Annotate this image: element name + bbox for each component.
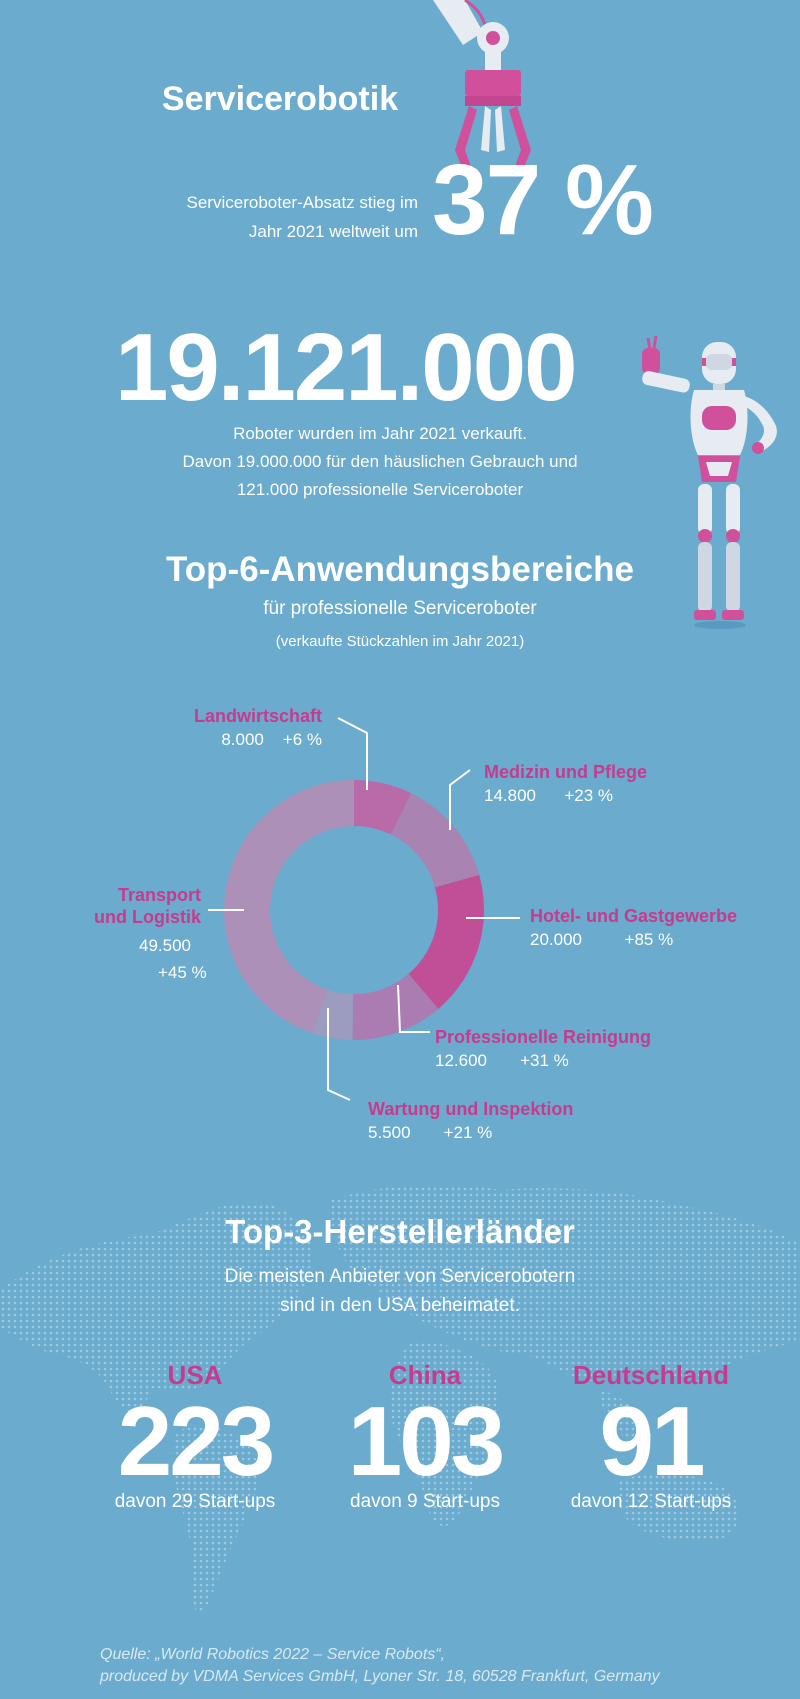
leader-line-wartung — [327, 1008, 351, 1101]
section-subtitle-top3: Die meisten Anbieter von Servicerobotern… — [100, 1262, 700, 1320]
segment-growth: +23 % — [564, 786, 614, 805]
donut-segment-professionelle-reinigung — [352, 973, 439, 1040]
section-title-top6: Top-6-Anwendungsbereiche — [166, 550, 634, 589]
growth-description: Serviceroboter-Absatz stieg im Jahr 2021… — [100, 188, 418, 246]
section-subtitle-top6: für professionelle Serviceroboter — [263, 598, 537, 619]
country-startups: davon 9 Start-ups — [350, 1491, 500, 1512]
segment-label-hotel: Hotel- und Gastgewerbe 20.000 +85 % — [530, 905, 780, 953]
sales-text-line: 121.000 professionelle Serviceroboter — [236, 480, 524, 499]
country-deutschland: Deutschland 91 davon 12 Start-ups — [536, 1360, 766, 1513]
donut-segment-landwirtschaft — [354, 780, 412, 835]
segment-name: Hotel- und Gastgewerbe — [530, 906, 738, 926]
segment-name: Professionelle Reinigung — [435, 1027, 652, 1047]
segment-label-landwirtschaft: Landwirtschaft 8.000 +6 % — [130, 705, 322, 753]
country-startups: davon 29 Start-ups — [114, 1491, 276, 1512]
leader-line-medizin — [449, 769, 471, 830]
source-line: Quelle: „World Robotics 2022 – Service R… — [100, 1646, 446, 1663]
section-note-top6: (verkaufte Stückzahlen im Jahr 2021) — [275, 633, 525, 650]
country-count: 223 — [117, 1386, 276, 1496]
growth-text-line: Jahr 2021 weltweit um — [248, 222, 418, 241]
country-name: Deutschland — [572, 1360, 730, 1390]
country-startups: davon 12 Start-ups — [570, 1491, 732, 1512]
sales-text-line: Davon 19.000.000 für den häuslichen Gebr… — [182, 452, 578, 471]
segment-value: 8.000 — [221, 730, 264, 749]
segment-growth: +31 % — [520, 1051, 569, 1070]
humanoid-robot-icon — [642, 335, 777, 629]
source-note: Quelle: „World Robotics 2022 – Service R… — [100, 1644, 740, 1688]
source-line: produced by VDMA Services GmbH, Lyoner S… — [100, 1668, 660, 1685]
leader-line-reinigung — [397, 984, 430, 1033]
segment-value: 20.000 — [530, 930, 582, 949]
gripper-arm-icon — [433, 0, 531, 172]
country-name: China — [388, 1360, 462, 1390]
sales-description: Roboter wurden im Jahr 2021 verkauft. Da… — [100, 420, 660, 504]
sales-total: 19.121.000 — [115, 314, 577, 421]
section-title-top3: Top-3-Herstellerländer — [225, 1213, 575, 1250]
country-name: USA — [167, 1360, 223, 1390]
segment-growth: +21 % — [443, 1123, 493, 1142]
leader-line-landwirtschaft — [337, 717, 368, 790]
donut-segment-medizin-und-pflege — [390, 793, 480, 888]
donut-segment-wartung-und-inspektion — [312, 989, 354, 1040]
sales-text-line: Roboter wurden im Jahr 2021 verkauft. — [233, 424, 527, 443]
country-usa: USA 223 davon 29 Start-ups — [80, 1360, 310, 1513]
donut-segment-hotel-und-gastgewerbe — [408, 874, 485, 1009]
subtitle-line: Die meisten Anbieter von Servicerobotern — [224, 1266, 576, 1287]
segment-name: Medizin und Pflege — [484, 762, 648, 782]
growth-text-line: Serviceroboter-Absatz stieg im — [186, 193, 418, 212]
country-count: 91 — [599, 1386, 705, 1496]
donut-segment-transport-und-logistik — [223, 780, 354, 1034]
segment-label-medizin: Medizin und Pflege 14.800 +23 % — [484, 761, 724, 809]
segment-value: 12.600 — [435, 1051, 487, 1070]
dotted-world-map — [0, 1184, 800, 1613]
segment-label-transport: Transport und Logistik — [60, 884, 201, 928]
country-china: China 103 davon 9 Start-ups — [310, 1360, 540, 1513]
growth-value: 37 % — [432, 144, 654, 256]
segment-label-wartung: Wartung und Inspektion 5.500 +21 % — [368, 1098, 628, 1146]
segment-growth: +45 % — [158, 963, 207, 982]
segment-name: und Logistik — [94, 907, 201, 927]
subtitle-line: sind in den USA beheimatet. — [280, 1295, 520, 1316]
segment-label-reinigung: Professionelle Reinigung 12.600 +31 % — [435, 1026, 715, 1074]
page-title: Servicerobotik — [161, 80, 399, 118]
segment-growth: +6 % — [282, 730, 322, 749]
segment-value: 5.500 — [368, 1123, 411, 1142]
donut-chart — [208, 717, 520, 1101]
segment-growth: +85 % — [624, 930, 674, 949]
segment-name: Landwirtschaft — [193, 706, 322, 726]
segment-value: 49.500 — [139, 936, 191, 955]
country-count: 103 — [347, 1386, 506, 1496]
segment-name: Transport — [117, 885, 201, 905]
segment-value: 14.800 — [484, 786, 536, 805]
segment-name: Wartung und Inspektion — [368, 1099, 574, 1119]
